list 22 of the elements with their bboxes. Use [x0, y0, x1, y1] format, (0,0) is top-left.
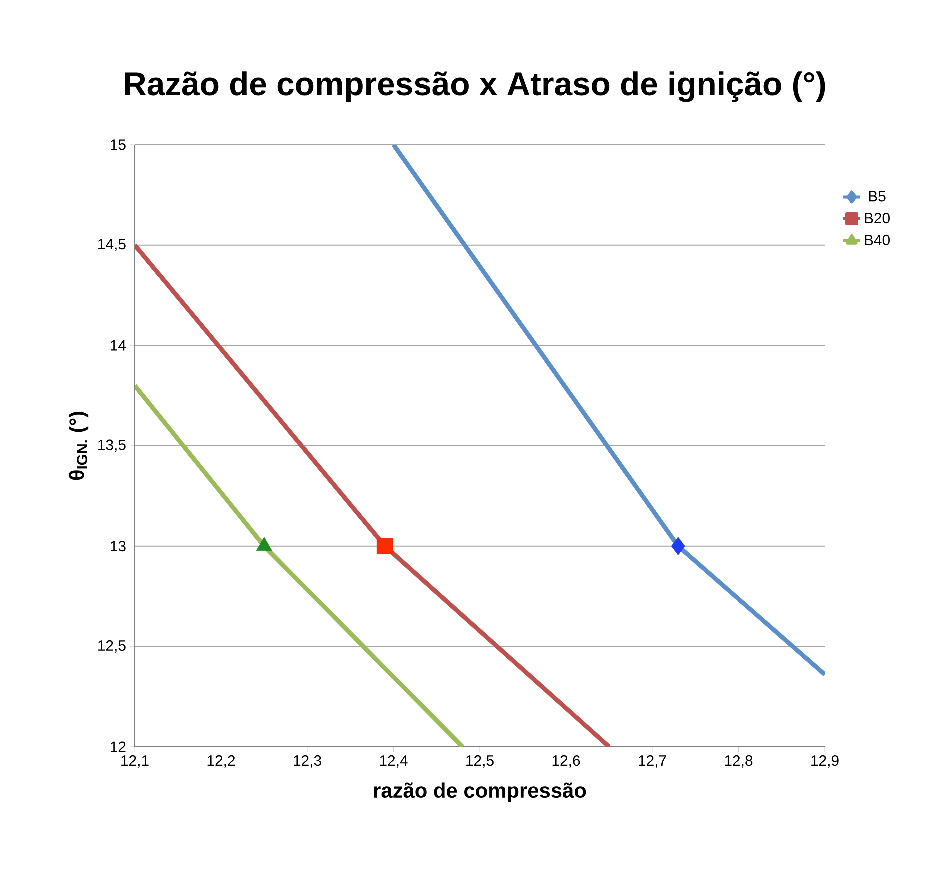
- y-tick-label: 13,5: [98, 440, 126, 452]
- x-axis-title: razão de compressão: [374, 782, 586, 802]
- y-tick-label: 14,5: [98, 239, 126, 252]
- y-tick-label: 12,5: [98, 640, 126, 653]
- x-tick-label: 12,8: [725, 756, 753, 768]
- x-tick-label: 12,4: [380, 756, 408, 768]
- legend-label: B20: [865, 213, 890, 224]
- y-axis-title: θ$_{IGN.}$ (°): [69, 412, 89, 480]
- legend-label: B40: [865, 234, 890, 246]
- y-tick-label: 14: [111, 340, 126, 351]
- chart-title: Razão de compressão x Atraso de ignição (°): [125, 72, 826, 102]
- y-tick-label: 15: [111, 140, 126, 150]
- x-tick-label: 12,9: [812, 756, 839, 768]
- x-tick-label: 12,7: [639, 756, 666, 768]
- y-tick-label: 13: [111, 541, 126, 552]
- x-tick-label: 12,5: [466, 756, 494, 768]
- x-tick-label: 12,1: [122, 756, 149, 768]
- legend-label: B5: [869, 191, 886, 202]
- y-tick-label: 12: [111, 742, 126, 752]
- x-tick-label: 12,2: [208, 756, 236, 768]
- x-tick-label: 12,6: [552, 756, 580, 768]
- x-tick-label: 12,3: [294, 756, 322, 768]
